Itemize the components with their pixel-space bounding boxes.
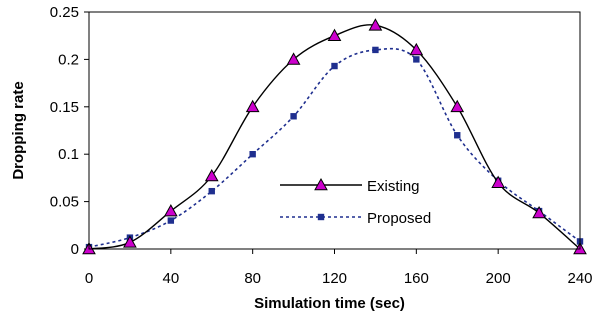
- data-point-existing: [491, 175, 506, 188]
- legend-marker-proposed: [317, 213, 325, 221]
- data-point-existing: [450, 99, 465, 113]
- data-point-existing: [245, 99, 260, 113]
- data-point-proposed: [290, 113, 297, 120]
- data-point-proposed: [167, 217, 175, 224]
- x-tick-label: 40: [162, 270, 179, 287]
- series-line-existing: [88, 24, 581, 250]
- x-tick-label: 0: [85, 270, 93, 287]
- y-tick-label: 0.2: [58, 51, 79, 68]
- legend-item-proposed: Proposed: [280, 210, 431, 227]
- data-point-proposed: [208, 187, 215, 195]
- x-tick-label: 160: [404, 270, 429, 287]
- data-point-existing: [123, 235, 137, 248]
- y-tick-label: 0.25: [50, 4, 79, 21]
- data-point-proposed: [372, 46, 379, 54]
- legend: Existing Proposed: [280, 177, 431, 227]
- x-tick-label: 80: [244, 270, 261, 287]
- y-axis-title: Dropping rate: [10, 81, 27, 179]
- series-layer: [82, 18, 587, 255]
- legend-label-proposed: Proposed: [367, 210, 431, 227]
- data-point-existing: [286, 52, 301, 65]
- y-tick-label: 0.15: [50, 99, 79, 116]
- legend-marker-existing: [314, 177, 328, 191]
- data-point-existing: [163, 204, 178, 217]
- data-point-existing: [532, 205, 546, 219]
- legend-item-existing: Existing: [280, 177, 420, 195]
- y-tick-label: 0.1: [58, 146, 79, 163]
- x-tick-label: 120: [322, 270, 347, 287]
- x-tick-label: 200: [486, 270, 511, 287]
- data-point-proposed: [413, 56, 420, 63]
- ticks-layer: 0 0.05 0.1 0.15 0.2 0.25 0 40 80 120 160 200 240: [50, 4, 592, 287]
- y-tick-label: 0: [71, 241, 79, 258]
- legend-label-existing: Existing: [367, 178, 420, 195]
- x-tick-label: 240: [567, 270, 592, 287]
- data-point-proposed: [454, 132, 461, 139]
- y-tick-label: 0.05: [50, 194, 79, 211]
- plot-area-border: [88, 11, 581, 250]
- data-point-existing: [327, 28, 342, 41]
- x-axis-title: Simulation time (sec): [254, 295, 405, 312]
- series-existing: [82, 18, 587, 255]
- data-point-proposed: [249, 151, 256, 158]
- data-point-existing: [204, 168, 219, 182]
- data-point-proposed: [331, 62, 338, 70]
- data-point-existing: [368, 18, 383, 31]
- data-point-existing: [409, 42, 424, 56]
